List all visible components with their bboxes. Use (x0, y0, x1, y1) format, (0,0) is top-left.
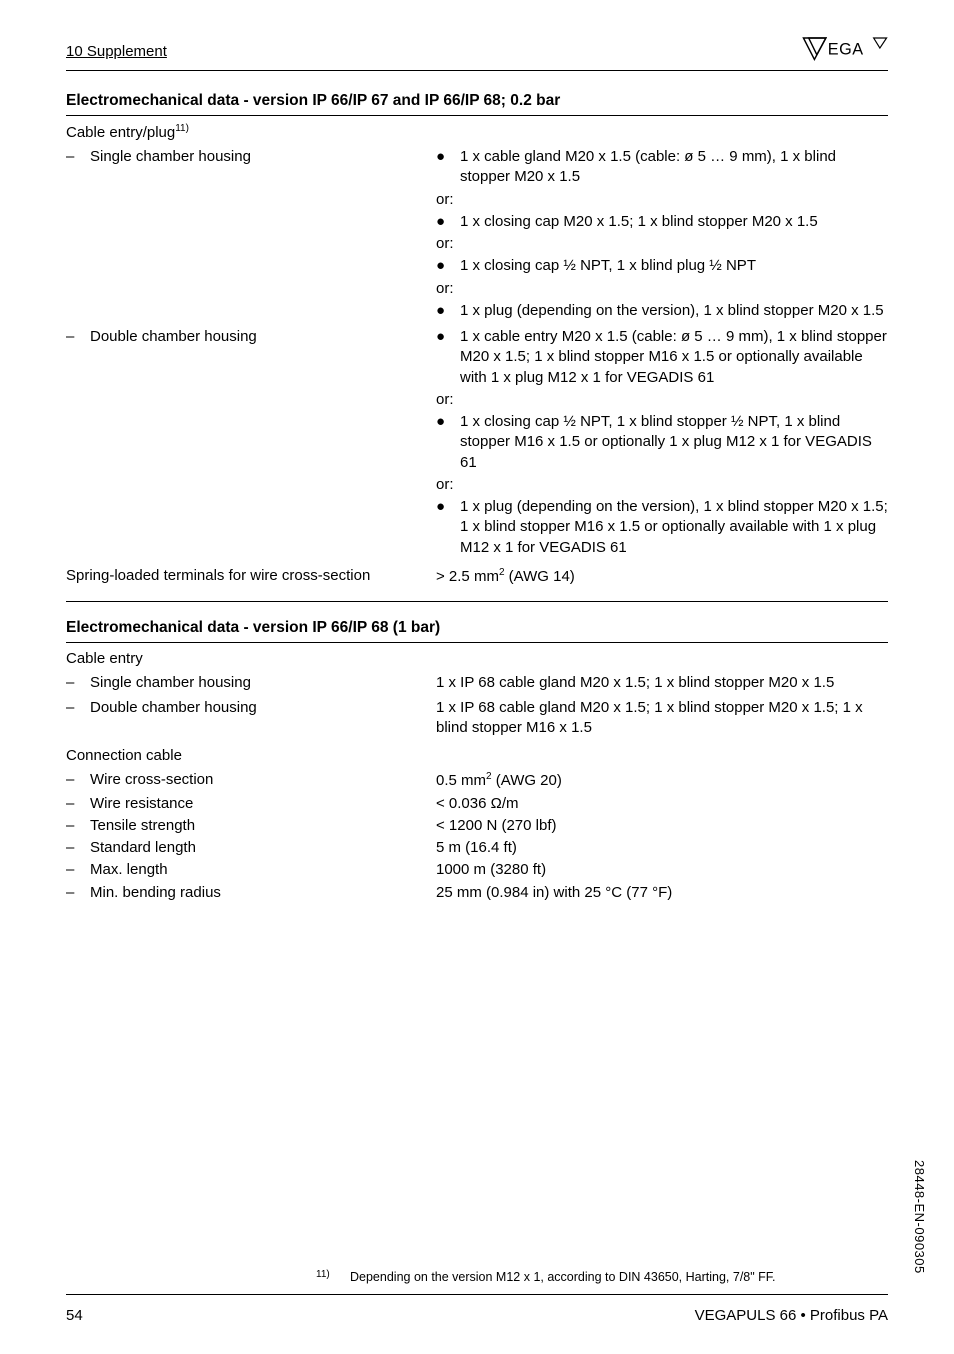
footnote-text: Depending on the version M12 x 1, accord… (350, 1269, 888, 1286)
dash: – (66, 770, 90, 790)
dash: – (66, 838, 90, 858)
min-bending-radius-label: Min. bending radius (90, 883, 221, 903)
dash: – (66, 794, 90, 814)
s2-single-row: –Single chamber housing 1 x IP 68 cable … (66, 673, 888, 693)
spring-terminals-label: Spring-loaded terminals for wire cross-s… (66, 566, 436, 587)
double-chamber-label: Double chamber housing (90, 327, 257, 347)
dash: – (66, 147, 90, 167)
wire-resistance-label: Wire resistance (90, 794, 193, 814)
cable-entry-plug-text: Cable entry/plug (66, 124, 175, 141)
bullet-icon: ● (436, 412, 460, 473)
connection-cable-label: Connection cable (66, 746, 888, 766)
cable-entry-label: Cable entry (66, 649, 888, 669)
dash: – (66, 816, 90, 836)
tensile-strength-value: < 1200 N (270 lbf) (436, 816, 888, 836)
bullet-icon: ● (436, 497, 460, 558)
s2-single-label: Single chamber housing (90, 673, 251, 693)
spring-value-post: (AWG 14) (505, 568, 575, 585)
wire-resistance-value: < 0.036 Ω/m (436, 794, 888, 814)
dash: – (66, 327, 90, 347)
footer-product: VEGAPULS 66 • Profibus PA (695, 1306, 888, 1326)
standard-length-label: Standard length (90, 838, 196, 858)
or-1: or: (436, 190, 888, 210)
max-length-value: 1000 m (3280 ft) (436, 860, 888, 880)
page-header: 10 Supplement EGA (66, 38, 888, 66)
bullet-icon: ● (436, 212, 460, 232)
double-bullet-1: 1 x cable entry M20 x 1.5 (cable: ø 5 … … (460, 327, 888, 388)
section2-title: Electromechanical data - version IP 66/I… (66, 618, 888, 643)
bullet-icon: ● (436, 327, 460, 388)
s2-double-label: Double chamber housing (90, 698, 257, 718)
dash: – (66, 698, 90, 718)
wcs-pre: 0.5 mm (436, 772, 486, 789)
single-chamber-row: – Single chamber housing ●1 x cable glan… (66, 147, 888, 323)
single-bullet-1: 1 x cable gland M20 x 1.5 (cable: ø 5 … … (460, 147, 888, 188)
double-bullet-2: 1 x closing cap ½ NPT, 1 x blind stopper… (460, 412, 888, 473)
or-3: or: (436, 279, 888, 299)
bullet-icon: ● (436, 147, 460, 188)
s2-double-row: –Double chamber housing 1 x IP 68 cable … (66, 698, 888, 739)
min-bending-radius-value: 25 mm (0.984 in) with 25 °C (77 °F) (436, 883, 888, 903)
section1-bottom-rule (66, 601, 888, 602)
standard-length-value: 5 m (16.4 ft) (436, 838, 888, 858)
or-4: or: (436, 390, 888, 410)
spring-terminals-value: > 2.5 mm2 (AWG 14) (436, 566, 888, 587)
wire-cross-section-label: Wire cross-section (90, 770, 213, 790)
double-bullet-3: 1 x plug (depending on the version), 1 x… (460, 497, 888, 558)
single-bullet-2: 1 x closing cap M20 x 1.5; 1 x blind sto… (460, 212, 888, 232)
single-chamber-label: Single chamber housing (90, 147, 251, 167)
dash: – (66, 883, 90, 903)
document-code: 28448-EN-090305 (910, 1160, 928, 1274)
spring-terminals-row: Spring-loaded terminals for wire cross-s… (66, 566, 888, 587)
max-length-label: Max. length (90, 860, 168, 880)
or-5: or: (436, 475, 888, 495)
spring-value-pre: > 2.5 mm (436, 568, 499, 585)
page: 10 Supplement EGA Electromechanical data… (0, 0, 954, 1354)
footnote: 11) Depending on the version M12 x 1, ac… (66, 1269, 888, 1286)
min-bending-radius-row: –Min. bending radius 25 mm (0.984 in) wi… (66, 883, 888, 903)
vega-logo: EGA (802, 35, 888, 69)
tensile-strength-row: –Tensile strength < 1200 N (270 lbf) (66, 816, 888, 836)
wire-resistance-row: –Wire resistance < 0.036 Ω/m (66, 794, 888, 814)
svg-text:EGA: EGA (828, 41, 864, 59)
or-2: or: (436, 234, 888, 254)
page-number: 54 (66, 1306, 83, 1326)
tensile-strength-label: Tensile strength (90, 816, 195, 836)
section1-title: Electromechanical data - version IP 66/I… (66, 91, 888, 116)
header-section-label: 10 Supplement (66, 42, 167, 62)
double-chamber-row: – Double chamber housing ●1 x cable entr… (66, 327, 888, 560)
single-bullet-3: 1 x closing cap ½ NPT, 1 x blind plug ½ … (460, 256, 888, 276)
cable-entry-plug-label: Cable entry/plug11) (66, 122, 888, 143)
bullet-icon: ● (436, 301, 460, 321)
max-length-row: –Max. length 1000 m (3280 ft) (66, 860, 888, 880)
s2-single-value: 1 x IP 68 cable gland M20 x 1.5; 1 x bli… (436, 673, 888, 693)
dash: – (66, 673, 90, 693)
wire-cross-section-row: –Wire cross-section 0.5 mm2 (AWG 20) (66, 770, 888, 791)
standard-length-row: –Standard length 5 m (16.4 ft) (66, 838, 888, 858)
footnote-number: 11) (316, 1269, 350, 1286)
page-footer: 54 VEGAPULS 66 • Profibus PA (66, 1306, 888, 1326)
dash: – (66, 860, 90, 880)
cable-entry-plug-sup: 11) (175, 123, 189, 134)
single-bullet-4: 1 x plug (depending on the version), 1 x… (460, 301, 888, 321)
wire-cross-section-value: 0.5 mm2 (AWG 20) (436, 770, 888, 791)
wcs-post: (AWG 20) (492, 772, 562, 789)
s2-double-value: 1 x IP 68 cable gland M20 x 1.5; 1 x bli… (436, 698, 888, 739)
footer-rule (66, 1294, 888, 1295)
header-rule (66, 70, 888, 71)
bullet-icon: ● (436, 256, 460, 276)
